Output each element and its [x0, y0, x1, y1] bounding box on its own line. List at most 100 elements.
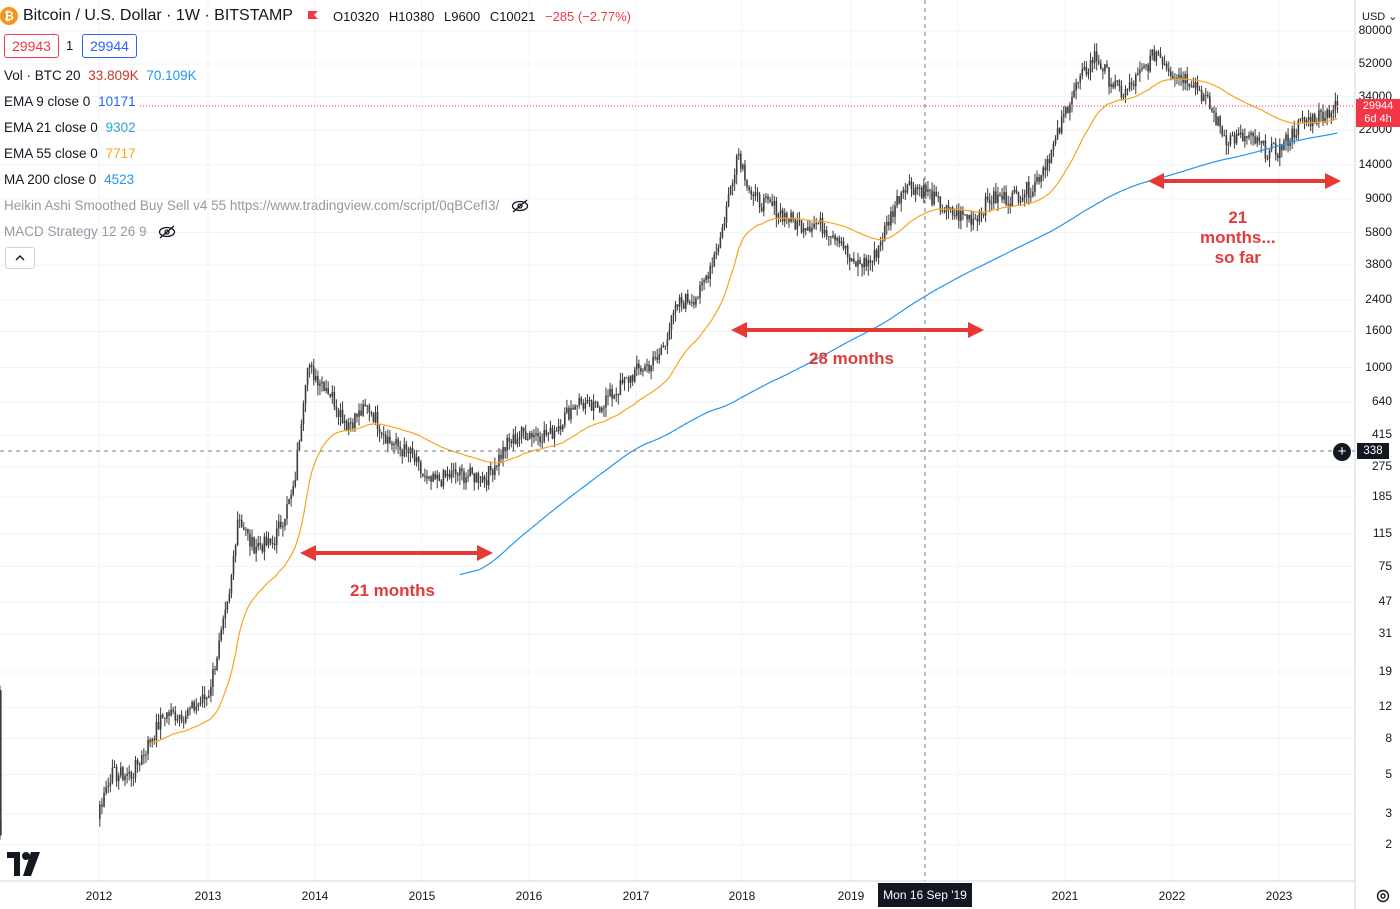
candle-body [648, 364, 650, 372]
candle-body [1153, 49, 1156, 62]
indicator-volume[interactable]: Vol · BTC 20 33.809K 70.109K [4, 68, 197, 83]
candle-body [549, 427, 552, 434]
candle-body [389, 436, 391, 443]
candle-body [1221, 126, 1224, 136]
candle-body [1281, 144, 1283, 151]
candle-body [249, 533, 251, 547]
indicator-ema9[interactable]: EMA 9 close 0 10171 [4, 94, 136, 109]
candle-body [729, 186, 732, 195]
candle-body [166, 712, 168, 719]
flag-icon[interactable] [307, 10, 319, 22]
grid-lines [0, 0, 1355, 881]
currency-selector[interactable]: USD ⌄ [1362, 11, 1398, 23]
gear-icon[interactable] [1375, 888, 1391, 904]
candle-body [286, 504, 288, 519]
price-axis-tick: 52000 [1358, 56, 1392, 70]
candle-body [737, 153, 740, 156]
candle-body [792, 212, 794, 220]
candle-body [794, 219, 797, 230]
candle-body [1093, 51, 1096, 64]
candle-body [275, 528, 278, 545]
candle-body [912, 188, 915, 195]
candle-body [929, 189, 931, 191]
candle-body [1124, 89, 1127, 97]
candle-body [401, 449, 404, 457]
candle-body [974, 218, 977, 220]
candle-body [308, 365, 311, 368]
candle-body [469, 467, 471, 476]
candle-body [282, 526, 284, 528]
symbol-title[interactable]: Bitcoin / U.S. Dollar · 1W · BITSTAMP [23, 7, 293, 24]
candle-body [155, 721, 158, 741]
candle-body [1285, 134, 1287, 142]
candle-body [0, 723, 2, 734]
add-alert-plus-icon[interactable]: + [1333, 443, 1351, 461]
volume-ma-value: 70.109K [146, 68, 197, 83]
tradingview-logo-icon[interactable] [7, 850, 41, 882]
indicator-macd[interactable]: MACD Strategy 12 26 9 [4, 224, 176, 239]
candle-body [1276, 154, 1279, 159]
candle-body [1106, 64, 1108, 68]
candle-body [257, 543, 260, 547]
candle-body [234, 545, 237, 557]
candle-body [910, 181, 913, 189]
eye-off-icon[interactable] [511, 199, 529, 213]
indicator-ema55[interactable]: EMA 55 close 0 7717 [4, 146, 136, 161]
candle-body [988, 199, 991, 204]
candle-body [240, 519, 243, 528]
symbol-header[interactable]: ₿ Bitcoin / U.S. Dollar · 1W · BITSTAMP … [0, 7, 637, 25]
candle-body [775, 200, 778, 218]
candle-body [214, 668, 216, 671]
candle-body [277, 521, 280, 529]
collapse-legend-button[interactable] [5, 247, 35, 269]
candle-body [1095, 51, 1098, 62]
candle-body [356, 413, 358, 417]
candle-body [541, 441, 543, 443]
candle-body [813, 223, 815, 228]
annotation-arrows [300, 173, 1341, 561]
candle-body [886, 222, 888, 226]
candle-body [1060, 116, 1063, 133]
candle-body [360, 410, 362, 416]
indicator-ema21[interactable]: EMA 21 close 0 9302 [4, 120, 136, 135]
candle-body [1005, 192, 1007, 205]
eye-off-icon[interactable] [158, 225, 176, 239]
candle-body [1324, 117, 1326, 123]
candle-body [1328, 109, 1331, 118]
candle-body [1211, 108, 1213, 112]
candle-body [176, 718, 179, 721]
candle-body [883, 225, 886, 241]
candle-body [138, 764, 141, 766]
candle-body [896, 196, 898, 206]
price-axis-tick: 31 [1378, 626, 1392, 641]
candle-body [424, 475, 426, 477]
candle-body [725, 205, 728, 223]
candle-body [719, 237, 722, 248]
candle-body [892, 211, 894, 217]
price-axis-tick: 640 [1371, 393, 1392, 408]
candle-body [1283, 141, 1285, 151]
candle-body [1114, 80, 1117, 88]
candle-body [765, 196, 767, 198]
candle-body [869, 259, 872, 263]
sell-button[interactable]: 29943 [4, 34, 59, 58]
indicator-label: EMA 55 close 0 [4, 146, 98, 161]
indicator-heikin-ashi[interactable]: Heikin Ashi Smoothed Buy Sell v4 55 http… [4, 198, 529, 213]
indicator-ma200[interactable]: MA 200 close 0 4523 [4, 172, 134, 187]
candle-body [1268, 149, 1271, 159]
candle-body [1225, 135, 1228, 146]
candle-body [164, 717, 166, 719]
candle-body [473, 473, 476, 483]
candle-body [1227, 144, 1230, 146]
candle-body [498, 454, 500, 467]
candle-body [1071, 96, 1073, 105]
candle-body [529, 433, 531, 439]
candle-body [288, 499, 290, 505]
buy-button[interactable]: 29944 [82, 34, 137, 58]
candle-body [1077, 82, 1079, 84]
candle-body [368, 405, 371, 413]
candle-body [1145, 64, 1147, 67]
candle-body [130, 771, 133, 779]
candle-body [1237, 133, 1240, 135]
